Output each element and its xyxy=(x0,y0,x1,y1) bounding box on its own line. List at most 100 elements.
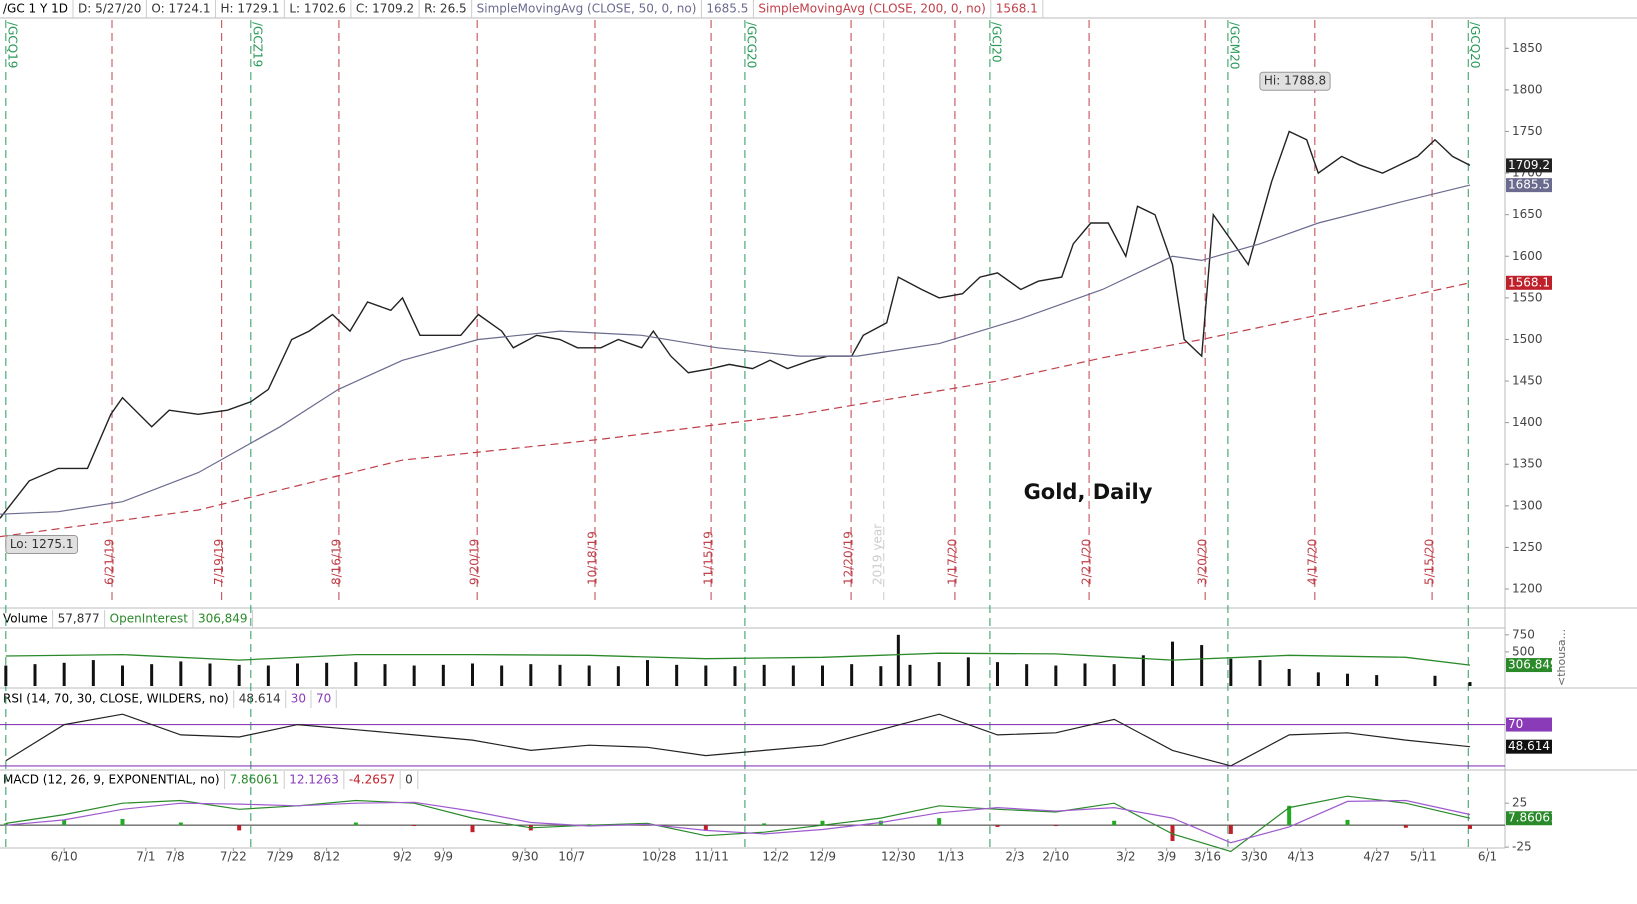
annotation-label: Hi: 1788.8 xyxy=(1264,74,1326,88)
volume-bar xyxy=(996,662,999,686)
expiration-label: 9/20/19 xyxy=(468,539,482,585)
macd-histogram xyxy=(1403,825,1408,828)
volume-bar xyxy=(471,663,474,686)
volume-bar xyxy=(150,664,154,686)
volume-bar xyxy=(296,663,299,686)
expiration-label: 4/17/20 xyxy=(1305,539,1319,585)
header-item: C: 1709.2 xyxy=(356,2,414,16)
volume-bar xyxy=(91,660,95,686)
x-tick-label: 3/30 xyxy=(1241,850,1268,864)
volume-bar xyxy=(1375,675,1379,686)
macd-histogram xyxy=(470,825,475,833)
header-item: SimpleMovingAvg (CLOSE, 200, 0, no) xyxy=(758,2,985,16)
y-tick-label: 500 xyxy=(1512,644,1535,658)
y-tick-label: 1300 xyxy=(1512,498,1543,512)
x-tick-label: 3/16 xyxy=(1194,850,1221,864)
value-badge xyxy=(1506,275,1552,290)
volume-bar xyxy=(1054,665,1058,686)
macd-histogram xyxy=(178,822,183,826)
header-item: RSI (14, 70, 30, CLOSE, WILDERS, no) xyxy=(3,692,229,706)
value-badge-label: 1709.2 xyxy=(1508,158,1550,172)
value-badge xyxy=(1506,811,1552,826)
annotation-label: Lo: 1275.1 xyxy=(10,537,74,551)
header-item: SimpleMovingAvg (CLOSE, 50, 0, no) xyxy=(477,2,697,16)
expiration-label: 8/16/19 xyxy=(329,539,343,585)
volume-bar xyxy=(1229,658,1233,686)
header-item: 70 xyxy=(316,692,331,706)
volume-bar xyxy=(1258,660,1262,686)
volume-bar xyxy=(1171,641,1174,686)
header-item: D: 5/27/20 xyxy=(78,2,141,16)
x-tick-label: 6/10 xyxy=(51,850,78,864)
value-badge-label: 306.849 xyxy=(1508,658,1558,672)
x-tick-label: 4/27 xyxy=(1363,850,1390,864)
expiration-label: 2/21/20 xyxy=(1080,539,1094,585)
price-line xyxy=(0,184,1471,515)
header-item: 7.86061 xyxy=(230,773,280,787)
header-item: 306,849 xyxy=(198,612,248,626)
header-item: L: 1702.6 xyxy=(289,2,346,16)
volume-bar xyxy=(4,665,8,686)
x-tick-label: 9/9 xyxy=(434,850,453,864)
macd-histogram xyxy=(820,820,825,826)
volume-bar xyxy=(762,664,766,686)
axis-note: <thousa... xyxy=(1555,629,1568,686)
roll-label: /GCG20 xyxy=(744,22,758,68)
macd-histogram xyxy=(1468,825,1472,829)
expiration-label: 10/18/19 xyxy=(586,531,600,585)
roll-label: /GCQ20 xyxy=(1468,22,1482,68)
expiration-label: 3/20/20 xyxy=(1196,539,1210,585)
value-badge xyxy=(1506,158,1552,173)
x-tick-label: 2/10 xyxy=(1042,850,1069,864)
macd-histogram xyxy=(353,822,358,826)
value-badge-label: 1685.5 xyxy=(1508,178,1550,192)
value-badge xyxy=(1506,717,1552,732)
x-tick-label: 7/29 xyxy=(267,850,294,864)
macd-histogram xyxy=(1228,825,1233,834)
header-item: 1685.5 xyxy=(706,2,748,16)
volume-bar xyxy=(1468,682,1472,686)
volume-bar xyxy=(879,666,883,686)
value-badge xyxy=(1506,739,1552,754)
x-tick-label: 5/11 xyxy=(1410,850,1437,864)
y-tick-label: 750 xyxy=(1512,627,1535,641)
volume-bar xyxy=(208,663,212,686)
volume-bar xyxy=(1083,663,1087,686)
volume-bar xyxy=(646,660,649,686)
x-tick-label: 3/2 xyxy=(1116,850,1135,864)
volume-bar xyxy=(237,664,241,686)
volume-bar xyxy=(1025,664,1029,686)
y-tick-label: 1200 xyxy=(1512,582,1543,596)
x-tick-label: 1/13 xyxy=(937,850,964,864)
y-tick-label: 1350 xyxy=(1512,457,1543,471)
volume-bar xyxy=(179,661,183,686)
macd-histogram xyxy=(1287,805,1292,826)
value-badge-label: 70 xyxy=(1508,717,1523,731)
header-item: H: 1729.1 xyxy=(220,2,279,16)
volume-bar xyxy=(937,662,941,686)
expiration-label: 1/17/20 xyxy=(945,539,959,585)
macd-histogram xyxy=(3,823,8,826)
volume-bar xyxy=(412,665,416,686)
value-badge xyxy=(1506,178,1552,193)
macd-histogram xyxy=(1053,825,1058,827)
header-item: -4.2657 xyxy=(349,773,395,787)
volume-bar xyxy=(500,665,504,686)
header-item: 12.1263 xyxy=(289,773,339,787)
volume-bar xyxy=(33,664,37,686)
roll-label: /GCZ19 xyxy=(250,22,264,67)
volume-bar xyxy=(1316,672,1320,686)
roll-label: /GCM20 xyxy=(1227,22,1241,69)
volume-bar xyxy=(266,665,270,686)
y-tick-label: 1250 xyxy=(1512,540,1543,554)
y-tick-label: -25 xyxy=(1512,840,1532,854)
x-tick-label: 8/12 xyxy=(313,850,340,864)
x-tick-label: 12/30 xyxy=(881,850,916,864)
x-tick-label: 7/1 xyxy=(136,850,155,864)
macd-histogram xyxy=(237,825,242,831)
header-item: MACD (12, 26, 9, EXPONENTIAL, no) xyxy=(3,773,220,787)
x-tick-label: 3/9 xyxy=(1157,850,1176,864)
volume-bar xyxy=(733,666,737,686)
header-item: 30 xyxy=(291,692,306,706)
